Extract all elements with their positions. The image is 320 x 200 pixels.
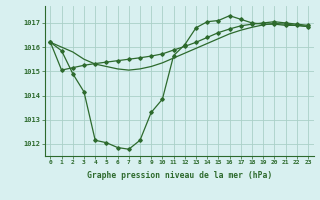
X-axis label: Graphe pression niveau de la mer (hPa): Graphe pression niveau de la mer (hPa) <box>87 171 272 180</box>
